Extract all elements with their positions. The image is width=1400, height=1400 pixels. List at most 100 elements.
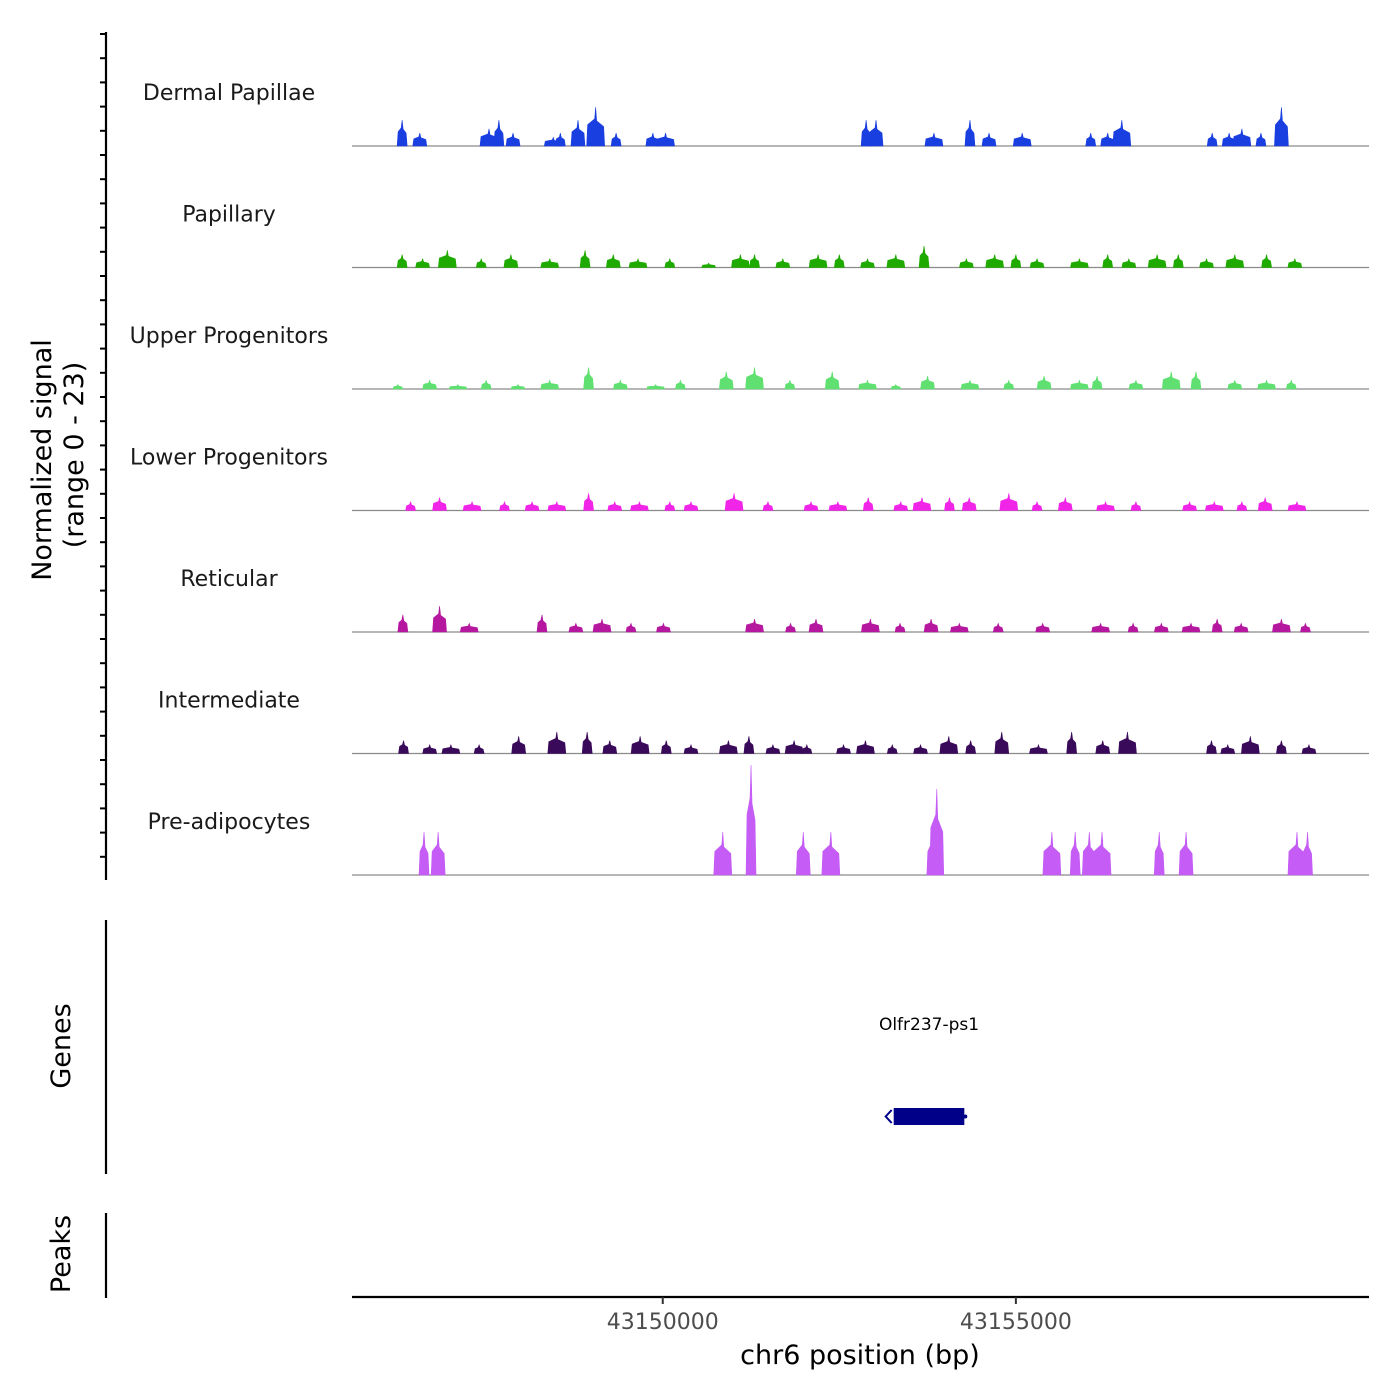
signal-peak	[1172, 254, 1184, 268]
signal-peak	[1199, 258, 1214, 268]
signal-peak	[803, 501, 819, 511]
signal-peak	[503, 254, 519, 268]
signal-peak	[929, 788, 945, 876]
signal-peak	[745, 367, 764, 390]
x-tick-label: 43155000	[960, 1310, 1072, 1335]
signal-peak	[861, 619, 880, 633]
signal-peak	[762, 501, 774, 511]
signal-peak	[1091, 622, 1111, 633]
track-upper-progenitors: Upper Progenitors	[130, 324, 1369, 390]
signal-peak	[1092, 831, 1112, 876]
signal-peak	[923, 619, 939, 633]
track-label: Reticular	[180, 567, 278, 592]
signal-peak	[1130, 501, 1142, 511]
signal-peak	[894, 622, 906, 633]
signal-peak	[683, 744, 699, 754]
signal-peak	[1255, 133, 1267, 147]
signal-peak	[396, 120, 408, 147]
signal-y-ticks	[100, 33, 106, 858]
signal-peak	[1069, 831, 1081, 876]
signal-peak	[713, 831, 733, 876]
signal-peak	[583, 493, 594, 511]
signal-peak	[960, 379, 980, 390]
signal-peak	[1287, 501, 1307, 511]
signal-peak	[1261, 254, 1272, 268]
signal-peak	[1095, 740, 1111, 754]
signal-peak	[1220, 744, 1236, 754]
signal-peak	[985, 254, 1005, 268]
track-reticular: Reticular	[180, 567, 1369, 633]
signal-peak	[1147, 254, 1167, 268]
signal-peak	[994, 731, 1010, 754]
signal-peak	[1029, 258, 1045, 268]
signal-peak	[836, 744, 851, 754]
signal-peak	[1241, 736, 1260, 754]
signal-peak	[858, 379, 877, 390]
signal-peak	[981, 133, 997, 147]
signal-peak	[540, 258, 560, 268]
signal-peak	[808, 254, 828, 268]
signal-peak	[959, 258, 974, 268]
signal-peak	[724, 493, 744, 511]
signal-peak	[1285, 379, 1297, 390]
signal-peak	[1233, 622, 1249, 633]
signal-peak	[944, 497, 955, 511]
track-lower-progenitors: Lower Progenitors	[130, 446, 1369, 512]
gene-label: Olfr237-ps1	[879, 1015, 979, 1035]
gene-end-marker	[963, 1114, 968, 1119]
signal-peak	[412, 133, 428, 147]
signal-peak	[1257, 497, 1273, 511]
signal-peak	[1206, 740, 1217, 754]
signal-peak	[1206, 133, 1218, 147]
signal-peak	[475, 258, 487, 268]
signal-peak	[441, 744, 461, 754]
signal-peak	[920, 376, 935, 390]
signal-peak	[893, 501, 909, 511]
signal-peak	[656, 133, 675, 147]
signal-peak	[610, 133, 622, 147]
signal-peak	[1035, 622, 1051, 633]
signal-peak	[1272, 619, 1291, 633]
gene-strand-arrow	[884, 1109, 893, 1124]
signal-peak	[745, 619, 764, 633]
signal-peak	[397, 614, 409, 633]
signal-peak	[568, 622, 584, 633]
gene-annotations: Olfr237-ps1	[879, 1015, 979, 1125]
signal-peak	[749, 254, 760, 268]
signal-peak	[1029, 744, 1048, 754]
y-axis-label: Normalized signal	[27, 339, 58, 581]
signal-peak	[939, 736, 959, 754]
signal-peak	[731, 254, 750, 268]
signal-peak	[473, 744, 485, 754]
signal-peak	[950, 622, 969, 633]
signal-peak	[1070, 379, 1089, 390]
signal-peak	[1070, 258, 1089, 268]
track-label: Intermediate	[158, 689, 300, 714]
signal-peak	[510, 384, 526, 390]
signal-peak	[432, 497, 447, 511]
signal-peak	[1118, 731, 1137, 754]
signal-peak	[1100, 133, 1116, 147]
signal-peak	[493, 120, 505, 147]
signal-peak	[965, 740, 977, 754]
signal-peak	[784, 740, 804, 754]
signal-peak	[784, 379, 796, 390]
signal-peak	[628, 258, 648, 268]
signal-peak	[886, 744, 898, 754]
signal-peak	[719, 740, 738, 754]
signal-peak	[607, 501, 623, 511]
signal-peak	[581, 731, 593, 754]
signal-peak	[1121, 258, 1137, 268]
signal-peak	[795, 831, 811, 876]
signal-peak	[886, 254, 906, 268]
signal-peak	[808, 619, 824, 633]
signal-peak	[1302, 831, 1313, 876]
signal-peak	[821, 831, 841, 876]
signal-peak	[999, 493, 1019, 511]
signal-peak	[775, 258, 791, 268]
signal-peak	[499, 501, 510, 511]
signal-peak	[422, 744, 438, 754]
signal-peak	[913, 744, 928, 754]
signal-peak	[613, 379, 628, 390]
signal-peak	[505, 133, 521, 147]
